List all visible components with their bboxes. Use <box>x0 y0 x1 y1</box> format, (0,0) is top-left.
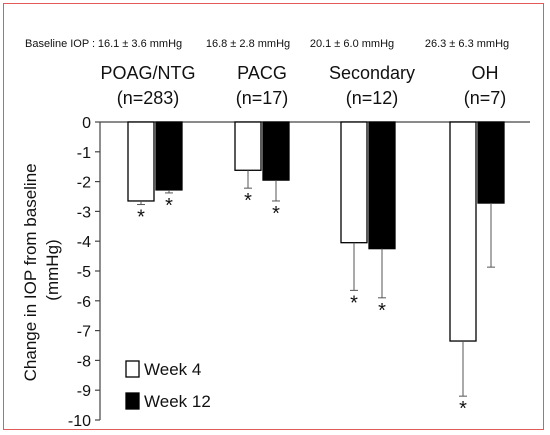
y-tick-label: -7 <box>77 324 91 341</box>
y-tick-label: -10 <box>68 413 91 430</box>
bar-week-4 <box>449 121 477 342</box>
significance-star: * <box>272 203 280 225</box>
group-name: PACG <box>237 63 287 83</box>
bar-week-4 <box>127 121 155 202</box>
legend-swatch <box>125 392 140 410</box>
significance-star: * <box>137 207 145 229</box>
significance-star: * <box>350 292 358 314</box>
group-name: POAG/NTG <box>100 63 195 83</box>
y-axis-title: Change in IOP from baseline (mmHg) <box>21 159 62 382</box>
group-n: (n=7) <box>464 88 507 108</box>
bar-week-12 <box>477 121 505 204</box>
y-tick-label: -3 <box>77 204 91 221</box>
baseline-value: 20.1 ± 6.0 mmHg <box>310 38 394 50</box>
group-n: (n=17) <box>236 88 289 108</box>
y-tick-label: -1 <box>77 145 91 162</box>
group-n: (n=12) <box>346 88 399 108</box>
significance-star: * <box>459 398 467 420</box>
legend-label: Week 4 <box>144 360 201 379</box>
y-tick-label: -4 <box>77 234 91 251</box>
legend: Week 4 Week 12 <box>125 360 211 411</box>
y-axis-title-line-2: (mmHg) <box>43 239 62 300</box>
figure-frame <box>3 3 544 430</box>
bar-week-12 <box>368 121 396 250</box>
bar-week-12 <box>262 121 290 181</box>
y-tick-label: -8 <box>77 353 91 370</box>
y-tick-label: 0 <box>82 115 91 132</box>
y-axis-title-line-1: Change in IOP from baseline <box>21 163 40 381</box>
bar-week-12 <box>155 121 183 191</box>
baseline-value: 16.8 ± 2.8 mmHg <box>206 38 290 50</box>
significance-star: * <box>378 300 386 322</box>
significance-star: * <box>244 190 252 212</box>
y-tick-label: -5 <box>77 264 91 281</box>
group-header-layer: 16.1 ± 3.6 mmHg POAG/NTG (n=283) 16.8 ± 2.8… <box>98 38 509 108</box>
y-tick-label: -6 <box>77 294 91 311</box>
baseline-value: 16.1 ± 3.6 mmHg <box>98 38 182 50</box>
y-axis: 0 -1 -2 -3 -4 -5 -6 -7 -8 -9 -10 <box>68 115 530 430</box>
legend-label: Week 12 <box>144 392 211 411</box>
group-name: OH <box>472 63 499 83</box>
group-name: Secondary <box>329 63 415 83</box>
bar-week-4 <box>234 121 262 171</box>
y-tick-label: -2 <box>77 175 91 192</box>
group-n: (n=283) <box>117 88 180 108</box>
legend-swatch <box>125 360 140 378</box>
baseline-value: 26.3 ± 6.3 mmHg <box>425 38 509 50</box>
baseline-iop-label: Baseline IOP : <box>25 38 95 50</box>
bars-layer: * * * * * * * <box>127 121 505 420</box>
significance-star: * <box>165 195 173 217</box>
y-tick-label: -9 <box>77 383 91 400</box>
bar-week-4 <box>340 121 368 244</box>
